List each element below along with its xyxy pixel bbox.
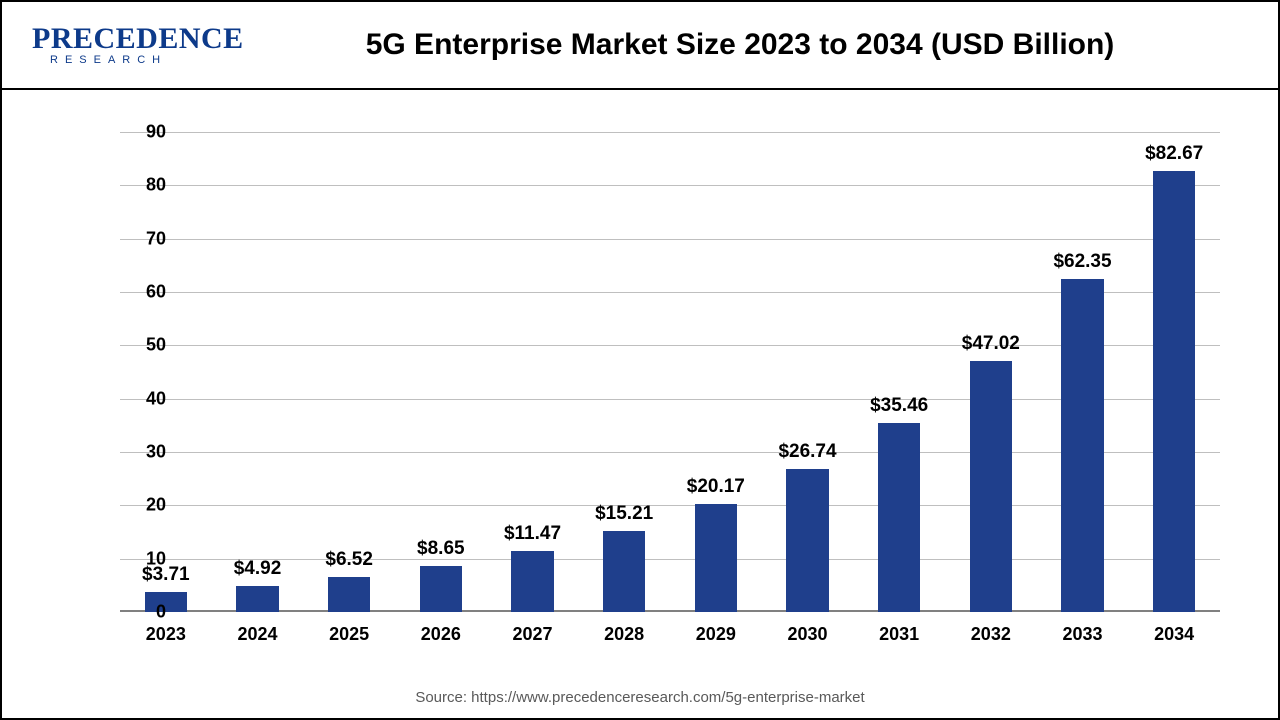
y-tick-label: 20 [126, 495, 166, 516]
bar-value-label: $11.47 [483, 523, 583, 545]
bar-value-label: $35.46 [849, 395, 949, 417]
x-tick-label: 2025 [309, 624, 389, 645]
bar [1153, 171, 1195, 612]
x-tick-label: 2030 [768, 624, 848, 645]
bar [970, 361, 1012, 612]
bar [695, 504, 737, 612]
x-tick-label: 2027 [493, 624, 573, 645]
title-container: 5G Enterprise Market Size 2023 to 2034 (… [222, 28, 1258, 62]
x-tick-label: 2031 [859, 624, 939, 645]
x-tick-label: 2032 [951, 624, 1031, 645]
y-tick-label: 70 [126, 228, 166, 249]
bar-value-label: $8.65 [391, 538, 491, 560]
x-tick-label: 2033 [1043, 624, 1123, 645]
x-tick-label: 2023 [126, 624, 206, 645]
bar [1061, 279, 1103, 612]
bar-value-label: $62.35 [1033, 251, 1133, 273]
bar-value-label: $15.21 [574, 503, 674, 525]
chart-title: 5G Enterprise Market Size 2023 to 2034 (… [222, 28, 1258, 62]
bar [328, 577, 370, 612]
bar [786, 469, 828, 612]
y-tick-label: 80 [126, 175, 166, 196]
grid-line [120, 399, 1220, 400]
bar [420, 566, 462, 612]
grid-line [120, 345, 1220, 346]
y-tick-label: 60 [126, 282, 166, 303]
y-tick-label: 90 [126, 122, 166, 143]
source-attribution: Source: https://www.precedenceresearch.c… [2, 689, 1278, 706]
x-tick-label: 2034 [1134, 624, 1214, 645]
grid-line [120, 185, 1220, 186]
bar-value-label: $26.74 [758, 441, 858, 463]
bar [878, 423, 920, 612]
y-tick-label: 0 [126, 602, 166, 623]
y-tick-label: 40 [126, 388, 166, 409]
logo-main: PRECEDENCE [32, 25, 244, 52]
bar-value-label: $47.02 [941, 333, 1041, 355]
bar-value-label: $4.92 [208, 558, 308, 580]
header-row: PRECEDENCE RESEARCH 5G Enterprise Market… [2, 2, 1278, 90]
x-tick-label: 2029 [676, 624, 756, 645]
bar-value-label: $6.52 [299, 549, 399, 571]
y-tick-label: 50 [126, 335, 166, 356]
x-tick-label: 2026 [401, 624, 481, 645]
y-tick-label: 10 [126, 548, 166, 569]
y-tick-label: 30 [126, 442, 166, 463]
x-tick-label: 2024 [218, 624, 298, 645]
bar [511, 551, 553, 612]
grid-line [120, 132, 1220, 133]
bar-value-label: $20.17 [666, 476, 766, 498]
x-tick-label: 2028 [584, 624, 664, 645]
logo-sub: RESEARCH [50, 54, 167, 66]
logo: PRECEDENCE RESEARCH [22, 25, 222, 66]
bar [236, 586, 278, 612]
bar-value-label: $82.67 [1124, 143, 1224, 165]
grid-line [120, 292, 1220, 293]
bar-chart-plot: $3.71$4.92$6.52$8.65$11.47$15.21$20.17$2… [120, 132, 1220, 612]
x-axis-line [120, 610, 1220, 612]
grid-line [120, 452, 1220, 453]
bar [603, 531, 645, 612]
grid-line [120, 239, 1220, 240]
